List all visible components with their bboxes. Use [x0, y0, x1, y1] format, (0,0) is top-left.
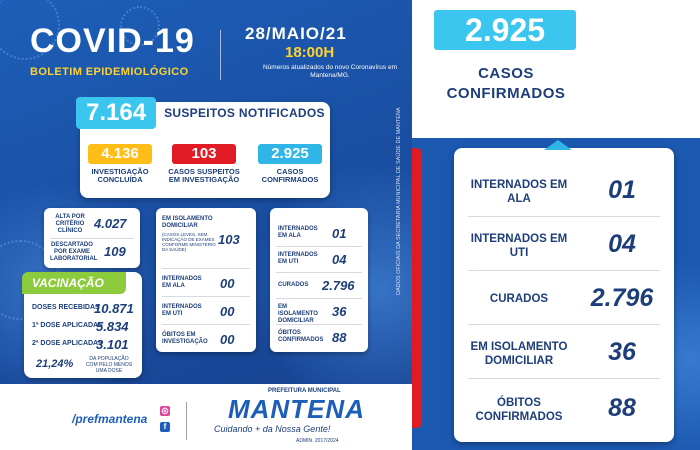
bulletin-date: 28/MAIO/21 — [245, 24, 347, 43]
virus-decoration-icon — [120, 6, 160, 46]
population-percent-label: DA POPULAÇÃO COM PELO MENOS UMA DOSE — [85, 356, 133, 374]
slogan: Cuidando + da Nossa Gente! — [214, 424, 331, 434]
detail-icu-label: INTERNADOS EM UTI — [470, 233, 568, 259]
bulletin-time: 18:00H — [285, 44, 335, 61]
row-divider — [162, 268, 250, 269]
concluded-count: 4.136 — [88, 144, 152, 164]
suspected-count: 7.164 — [76, 97, 157, 129]
instagram-icon[interactable]: ◎ — [160, 406, 170, 416]
confirmed-deaths-value: 88 — [332, 330, 347, 345]
card-notch — [544, 140, 572, 150]
social-handle[interactable]: /prefmantena — [72, 412, 148, 426]
doses-received-label: DOSES RECEBIDAS — [32, 304, 100, 311]
confirmed-isolation-label: EM ISOLAMENTO DOMICILIAR — [278, 304, 318, 324]
first-dose-label: 1ª DOSE APLICADAS — [32, 322, 103, 329]
footer: /prefmantena ◎ f PREFEITURA MUNICIPAL MA… — [0, 384, 412, 450]
discarded-value: 109 — [104, 244, 126, 259]
confirmed-detail-card: INTERNADOS EM ALA 01 INTERNADOS EM UTI 0… — [454, 140, 674, 442]
detail-isolation-value: 36 — [608, 338, 636, 366]
confirmed-isolation-value: 36 — [332, 304, 347, 319]
detail-icu-value: 04 — [608, 230, 636, 258]
cured-value: 2.796 — [322, 278, 355, 293]
icu-value: 00 — [220, 304, 235, 319]
discharged-label: ALTA POR CRITÉRIO CLÍNICO — [55, 214, 85, 234]
confirmed-count: 2.925 — [258, 144, 322, 164]
detail-deaths-value: 88 — [608, 394, 636, 422]
bulletin-left-panel: COVID-19 BOLETIM EPIDEMIOLÓGICO 28/MAIO/… — [0, 0, 412, 450]
isolation-label: EM ISOLAMENTO DOMICILIAR — [162, 216, 213, 229]
detail-isolation-label: EM ISOLAMENTO DOMICILIAR — [470, 341, 568, 367]
isolation-sublabel: (CASOS LEVES, SEM INDICAÇÃO DE EXAMES CO… — [162, 232, 216, 252]
facebook-icon[interactable]: f — [160, 422, 170, 432]
concluded-box: ALTA POR CRITÉRIO CLÍNICO 4.027 DESCARTA… — [44, 208, 140, 268]
confirmed-ward-value: 01 — [332, 226, 347, 241]
confirmed-ward-label: INTERNADOS EM ALA — [278, 226, 318, 239]
row-divider — [468, 378, 660, 379]
bulletin-right-panel: 2.925 CASOS CONFIRMADOS INTERNADOS EM AL… — [412, 0, 700, 450]
vaccination-title: VACINAÇÃO — [22, 272, 126, 294]
virus-decoration-icon — [0, 0, 60, 60]
doses-received-value: 10.871 — [94, 301, 134, 316]
deaths-investigation-label: ÓBITOS EM INVESTIGAÇÃO — [162, 332, 208, 345]
confirmed-total: 2.925 — [434, 10, 576, 50]
update-note: Números atualizados do novo Coronavírus … — [262, 64, 398, 79]
confirmed-label: CASOS CONFIRMADOS — [261, 167, 319, 184]
detail-cured-label: CURADOS — [489, 293, 549, 305]
confirmed-total-label: CASOS CONFIRMADOS — [446, 65, 566, 102]
admin-period: ADMIN. 2017/2024 — [296, 438, 339, 444]
isolation-value: 103 — [218, 232, 240, 247]
row-divider — [162, 324, 250, 325]
red-strip — [412, 148, 422, 428]
row-divider — [468, 216, 660, 217]
detail-ward-value: 01 — [608, 176, 636, 204]
row-divider — [276, 324, 362, 325]
row-divider — [468, 270, 660, 271]
discharged-value: 4.027 — [94, 216, 127, 231]
confirmed-deaths-label: ÓBITOS CONFIRMADOS — [278, 330, 324, 343]
population-percent: 21,24% — [36, 358, 74, 370]
header-divider — [220, 30, 221, 80]
detail-deaths-label: ÓBITOS CONFIRMADOS — [475, 397, 563, 423]
investigating-count: 103 — [172, 144, 236, 164]
footer-divider — [186, 402, 187, 440]
confirmed-icu-value: 04 — [332, 252, 347, 267]
suspected-header: 7.164 SUSPEITOS NOTIFICADOS — [76, 97, 334, 129]
vaccination-card: VACINAÇÃO DOSES RECEBIDAS 10.871 1ª DOSE… — [22, 272, 142, 378]
second-dose-label: 2ª DOSE APLICADAS — [32, 340, 103, 347]
discarded-label: DESCARTADO POR EXAME LABORATORIAL — [50, 242, 98, 262]
confirmed-icu-label: INTERNADOS EM UTI — [278, 252, 318, 265]
row-divider — [276, 298, 362, 299]
first-dose-value: 5.834 — [96, 319, 129, 334]
suspected-card: 7.164 SUSPEITOS NOTIFICADOS 4.136 103 2.… — [76, 97, 330, 198]
page-subtitle: BOLETIM EPIDEMIOLÓGICO — [30, 66, 189, 78]
row-divider — [162, 296, 250, 297]
icu-label: INTERNADOS EM UTI — [162, 304, 202, 317]
row-divider — [276, 246, 362, 247]
second-dose-value: 3.101 — [96, 337, 129, 352]
suspected-label: SUSPEITOS NOTIFICADOS — [164, 106, 325, 120]
page-title: COVID-19 — [30, 22, 195, 60]
detail-cured-value: 2.796 — [590, 284, 654, 312]
row-divider — [468, 324, 660, 325]
concluded-label: INVESTIGAÇÃO CONCLUÍDA — [91, 167, 149, 184]
ward-value: 00 — [220, 276, 235, 291]
mantena-logo: MANTENA — [228, 394, 365, 424]
investigation-box: EM ISOLAMENTO DOMICILIAR (CASOS LEVES, S… — [156, 208, 256, 352]
cured-label: CURADOS — [278, 282, 309, 288]
source-note: DADOS OFICIAIS DA SECRETARIA MUNICIPAL D… — [396, 107, 402, 295]
investigating-label: CASOS SUSPEITOS EM INVESTIGAÇÃO — [168, 167, 240, 184]
ward-label: INTERNADOS EM ALA — [162, 276, 202, 289]
deaths-investigation-value: 00 — [220, 332, 235, 347]
confirmed-box: INTERNADOS EM ALA 01 INTERNADOS EM UTI 0… — [270, 208, 368, 352]
row-divider — [276, 272, 362, 273]
row-divider — [50, 238, 134, 239]
prefeitura-label: PREFEITURA MUNICIPAL — [268, 388, 341, 394]
detail-ward-label: INTERNADOS EM ALA — [470, 179, 568, 205]
